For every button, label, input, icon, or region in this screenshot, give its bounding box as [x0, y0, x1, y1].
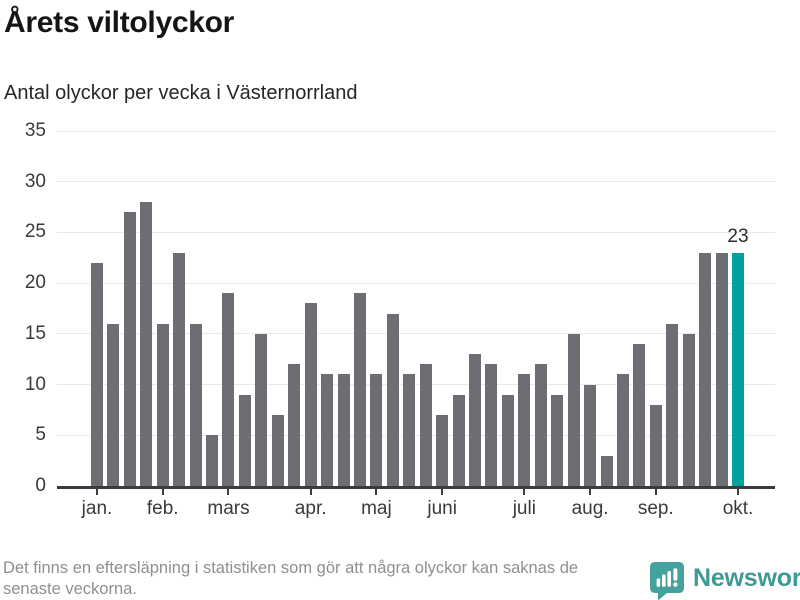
bar — [436, 415, 449, 486]
bar — [173, 252, 186, 486]
bar — [370, 374, 383, 486]
bar — [337, 374, 350, 486]
bar — [649, 404, 662, 486]
bar — [419, 364, 432, 486]
x-tick-okt — [737, 488, 739, 495]
bar — [633, 344, 646, 486]
x-axis-label-okt: okt. — [722, 498, 754, 519]
bar — [206, 435, 219, 486]
bar — [403, 374, 416, 486]
x-axis-label-feb: feb. — [146, 498, 179, 519]
x-tick-jan — [96, 488, 98, 495]
x-axis-label-juli: juli — [512, 498, 536, 519]
x-tick-juni — [441, 488, 444, 495]
y-axis-label-35: 35 — [24, 120, 46, 141]
x-axis-line — [57, 486, 775, 489]
bar — [288, 364, 301, 486]
gridline-25 — [57, 231, 775, 233]
bar — [189, 323, 202, 486]
x-axis-label-apr: apr. — [294, 498, 327, 519]
y-axis-label-20: 20 — [24, 272, 46, 294]
x-tick-maj — [375, 488, 378, 495]
newsworthy-wordmark: Newsworthy — [693, 563, 800, 592]
bar — [666, 323, 679, 486]
bar — [156, 323, 169, 486]
bar-chart: Årets viltolyckor Antal olyckor per veck… — [4, 6, 775, 519]
y-axis-label-10: 10 — [24, 373, 46, 395]
bar — [123, 212, 136, 486]
footnote: Det finns en eftersläpning i statistiken… — [3, 559, 579, 598]
bar-value-annotation: 23 — [727, 225, 749, 247]
bar — [107, 323, 120, 486]
bar — [534, 364, 547, 486]
page-title: Årets viltolyckor — [4, 6, 234, 39]
y-axis-label-30: 30 — [24, 170, 46, 192]
gridline-15 — [57, 333, 775, 335]
gridline-5 — [57, 434, 775, 436]
bar — [469, 354, 482, 486]
newsworthy-logo-icon — [650, 562, 684, 600]
x-axis-label-sep: sep. — [637, 498, 674, 519]
bar — [353, 293, 366, 486]
x-axis-label-maj: maj — [361, 498, 392, 519]
bar — [271, 415, 284, 486]
bar-highlighted — [732, 252, 744, 486]
x-axis-label-jan: jan. — [81, 498, 113, 519]
gridline-35 — [57, 130, 775, 132]
y-axis-label-0: 0 — [35, 475, 46, 496]
bar — [518, 374, 531, 486]
bar — [715, 252, 728, 486]
bar — [452, 394, 465, 486]
gridline-10 — [57, 384, 775, 386]
x-axis-label-juni: juni — [427, 498, 457, 519]
bar — [501, 394, 514, 486]
newsworthy-brand: Newsworthy — [650, 562, 800, 600]
bar — [616, 374, 629, 486]
bar — [584, 384, 597, 486]
x-tick-feb — [161, 488, 164, 495]
gridline-30 — [57, 181, 775, 183]
bar — [321, 374, 334, 486]
bar — [567, 333, 580, 486]
bar — [222, 293, 235, 486]
bar — [255, 333, 268, 486]
y-axis-label-15: 15 — [24, 322, 46, 344]
bar — [304, 303, 317, 486]
bar — [238, 394, 251, 486]
x-tick-mars — [227, 488, 230, 495]
x-axis-label-aug: aug. — [571, 498, 609, 519]
bar — [699, 252, 712, 486]
bar — [682, 333, 695, 486]
gridline-20 — [57, 282, 775, 284]
bar — [485, 364, 498, 486]
x-tick-apr — [309, 488, 312, 495]
bar — [551, 394, 564, 486]
x-tick-sep — [654, 488, 657, 495]
bar — [386, 313, 399, 486]
y-axis-label-5: 5 — [35, 424, 46, 446]
bar — [600, 455, 613, 486]
x-axis-label-mars: mars — [207, 498, 250, 519]
bar — [91, 262, 103, 486]
y-axis-label-25: 25 — [24, 221, 46, 243]
bar — [140, 202, 153, 486]
x-tick-aug — [589, 488, 592, 495]
chart-subtitle: Antal olyckor per vecka i Västernorrland — [4, 82, 358, 104]
x-tick-juli — [523, 488, 526, 495]
